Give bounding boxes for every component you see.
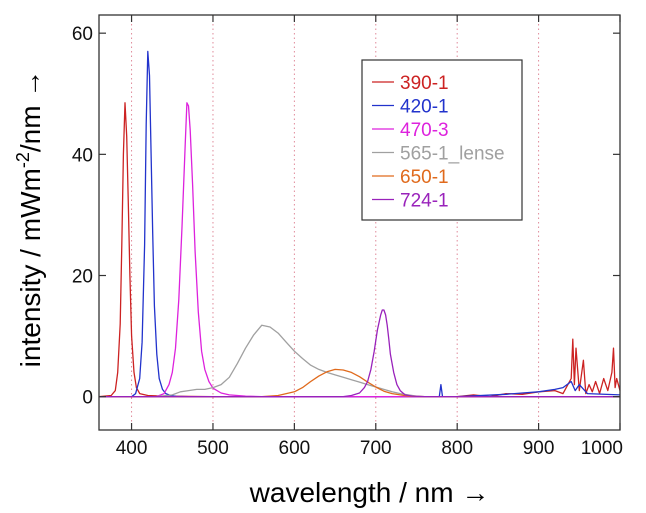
legend-label-565-1_lense: 565-1_lense xyxy=(400,144,505,165)
x-tick-label-1000: 1000 xyxy=(581,438,623,459)
series-layer xyxy=(98,50,621,398)
ticks xyxy=(99,15,621,430)
legend-label-420-1: 420-1 xyxy=(400,97,449,118)
y-axis-title-superscript: -2 xyxy=(13,152,33,168)
legend-label-390-1: 390-1 xyxy=(400,73,449,94)
legend-label-650-1: 650-1 xyxy=(400,167,449,188)
y-tick-label-60: 60 xyxy=(72,24,93,45)
x-tick-label-600: 600 xyxy=(279,438,311,459)
series-line-650-1 xyxy=(99,368,620,398)
legend-label-470-3: 470-3 xyxy=(400,120,449,141)
y-tick-label-40: 40 xyxy=(72,145,93,166)
x-tick-label-800: 800 xyxy=(441,438,473,459)
y-axis-title: intensity / mWm-2/nm → xyxy=(13,70,46,368)
y-tick-label-20: 20 xyxy=(72,267,93,288)
x-tick-label-400: 400 xyxy=(116,438,148,459)
x-tick-label-500: 500 xyxy=(197,438,229,459)
y-axis-title-main: intensity / mWm xyxy=(15,168,46,367)
grid-lines xyxy=(131,15,540,430)
series-line-724-1 xyxy=(99,309,620,398)
x-tick-label-900: 900 xyxy=(523,438,555,459)
series-line-470-3 xyxy=(99,102,620,398)
x-axis-title: wavelength / nm → xyxy=(249,477,490,508)
plot-frame xyxy=(98,14,621,431)
tick-labels: 400 500 600 700 800 900 1000 0 20 40 60 xyxy=(72,24,623,459)
y-axis-title-tail: /nm → xyxy=(15,70,46,152)
x-tick-label-700: 700 xyxy=(360,438,392,459)
legend-box xyxy=(361,59,523,221)
series-line-565-1_lense xyxy=(99,324,620,398)
legend-label-724-1: 724-1 xyxy=(400,191,449,212)
y-tick-label-0: 0 xyxy=(82,388,93,409)
